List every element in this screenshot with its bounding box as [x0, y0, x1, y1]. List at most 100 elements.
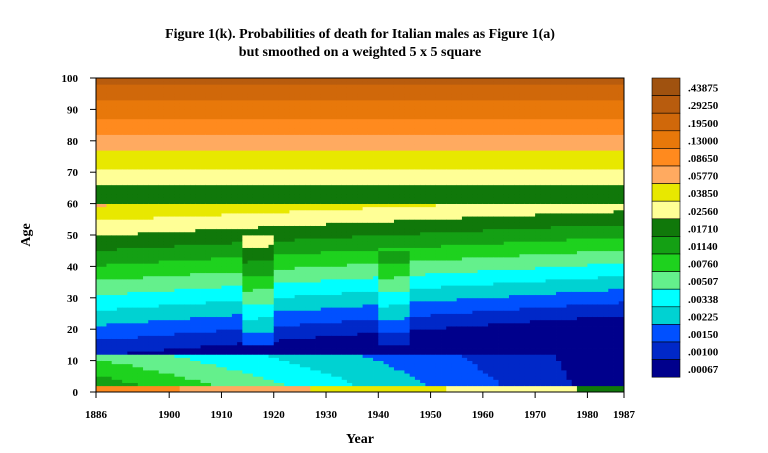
heatmap-cell — [289, 228, 296, 233]
heatmap-cell — [221, 363, 228, 368]
heatmap-cell — [195, 228, 201, 233]
heatmap-cell — [174, 187, 181, 192]
heatmap-cell — [226, 379, 233, 383]
heatmap-cell — [169, 263, 175, 267]
heatmap-cell — [216, 112, 222, 117]
heatmap-cell — [179, 150, 186, 154]
heatmap-cell — [116, 335, 123, 340]
heatmap-cell — [174, 354, 181, 358]
heatmap-cell — [127, 300, 133, 305]
heatmap-cell — [132, 200, 139, 204]
heatmap-cell — [252, 250, 259, 255]
heatmap-cell — [116, 87, 123, 91]
heatmap-cell — [184, 112, 191, 117]
heatmap-cell — [174, 178, 181, 183]
heatmap-cell — [216, 388, 222, 393]
heatmap-cell — [169, 172, 175, 176]
heatmap-cell — [122, 241, 128, 245]
heatmap-cell — [211, 125, 217, 129]
heatmap-cell — [247, 379, 254, 383]
heatmap-cell — [190, 194, 196, 198]
heatmap-cell — [346, 209, 353, 214]
heatmap-cell — [294, 181, 301, 186]
heatmap-cell — [101, 244, 107, 248]
heatmap-cell — [258, 165, 264, 170]
heatmap-cell — [346, 81, 353, 85]
heatmap-cell — [111, 165, 118, 170]
heatmap-cell — [268, 200, 275, 204]
heatmap-cell — [268, 370, 275, 374]
heatmap-cell — [315, 184, 322, 189]
heatmap-cell — [331, 184, 337, 189]
heatmap-cell — [163, 338, 170, 343]
heatmap-cell — [341, 316, 348, 321]
heatmap-cell — [299, 203, 306, 208]
heatmap-cell — [231, 209, 238, 214]
heatmap-cell — [158, 291, 165, 296]
heatmap-cell — [96, 344, 102, 349]
heatmap-cell — [200, 181, 207, 186]
heatmap-cell — [310, 370, 316, 374]
heatmap-cell — [273, 222, 280, 226]
heatmap-cell — [310, 278, 316, 283]
heatmap-cell — [106, 147, 113, 151]
heatmap-cell — [305, 235, 311, 239]
heatmap-cell — [148, 344, 154, 349]
heatmap-cell — [200, 153, 207, 157]
heatmap-cell — [331, 275, 337, 280]
heatmap-cell — [200, 184, 207, 189]
heatmap-cell — [273, 297, 280, 302]
heatmap-cell — [299, 109, 306, 113]
heatmap-cell — [211, 379, 217, 383]
heatmap-cell — [174, 348, 181, 352]
heatmap-cell — [315, 304, 322, 308]
heatmap-cell — [190, 316, 196, 321]
heatmap-cell — [226, 297, 233, 302]
heatmap-cell — [231, 96, 238, 101]
heatmap-cell — [331, 209, 337, 214]
heatmap-cell — [137, 159, 144, 164]
heatmap-cell — [148, 357, 154, 361]
heatmap-cell — [268, 156, 275, 161]
heatmap-cell — [278, 159, 285, 164]
heatmap-cell — [163, 370, 170, 374]
heatmap-cell — [231, 228, 238, 233]
heatmap-cell — [101, 159, 107, 164]
heatmap-cell — [132, 150, 139, 154]
heatmap-cell — [190, 231, 196, 236]
heatmap-cell — [326, 112, 332, 117]
heatmap-cell — [237, 379, 243, 383]
heatmap-cell — [174, 288, 181, 292]
heatmap-cell — [237, 169, 243, 173]
heatmap-cell — [96, 360, 102, 365]
heatmap-cell — [143, 335, 149, 340]
heatmap-cell — [137, 307, 144, 311]
heatmap-cell — [143, 319, 149, 324]
heatmap-cell — [158, 310, 165, 314]
heatmap-cell — [352, 379, 358, 383]
heatmap-cell — [127, 231, 133, 236]
heatmap-cell — [143, 93, 149, 98]
heatmap-cell — [242, 103, 249, 107]
heatmap-cell — [263, 228, 269, 233]
heatmap-cell — [200, 278, 207, 283]
heatmap-cell — [320, 238, 327, 242]
heatmap-cell — [310, 313, 316, 318]
heatmap-cell — [268, 272, 275, 277]
heatmap-cell — [221, 388, 228, 393]
heatmap-cell — [211, 250, 217, 255]
heatmap-cell — [179, 187, 186, 192]
heatmap-cell — [231, 304, 238, 308]
heatmap-cell — [336, 150, 343, 154]
heatmap-cell — [158, 266, 165, 270]
heatmap-cell — [127, 115, 133, 120]
heatmap-cell — [263, 357, 269, 361]
heatmap-cell — [163, 235, 170, 239]
heatmap-cell — [268, 282, 275, 286]
heatmap-cell — [336, 112, 343, 117]
heatmap-cell — [252, 326, 259, 330]
heatmap-cell — [163, 326, 170, 330]
heatmap-cell — [273, 335, 280, 340]
heatmap-cell — [273, 153, 280, 157]
heatmap-cell — [320, 162, 327, 167]
